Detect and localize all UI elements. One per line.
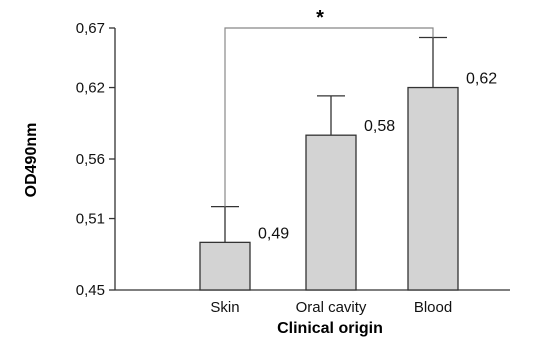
bar xyxy=(305,134,357,291)
y-tick-label: 0,62 xyxy=(76,80,105,97)
data-label: 0,49 xyxy=(258,225,289,242)
data-label: 0,58 xyxy=(364,118,395,135)
data-label: 0,62 xyxy=(466,71,497,88)
significance-label: * xyxy=(316,7,324,29)
y-tick-label: 0,45 xyxy=(76,282,105,299)
y-tick-label: 0,67 xyxy=(76,20,105,37)
significance-bracket xyxy=(224,27,434,207)
y-tick-label: 0,56 xyxy=(76,151,105,168)
bar xyxy=(199,241,251,291)
x-tick-label: Oral cavity xyxy=(296,299,367,316)
y-axis-title: OD490nm xyxy=(23,123,40,198)
x-tick-label: Blood xyxy=(414,299,452,316)
bar xyxy=(407,86,459,291)
x-axis-title: Clinical origin xyxy=(277,320,383,337)
x-tick-label: Skin xyxy=(210,299,239,316)
y-tick-label: 0,51 xyxy=(76,211,105,228)
